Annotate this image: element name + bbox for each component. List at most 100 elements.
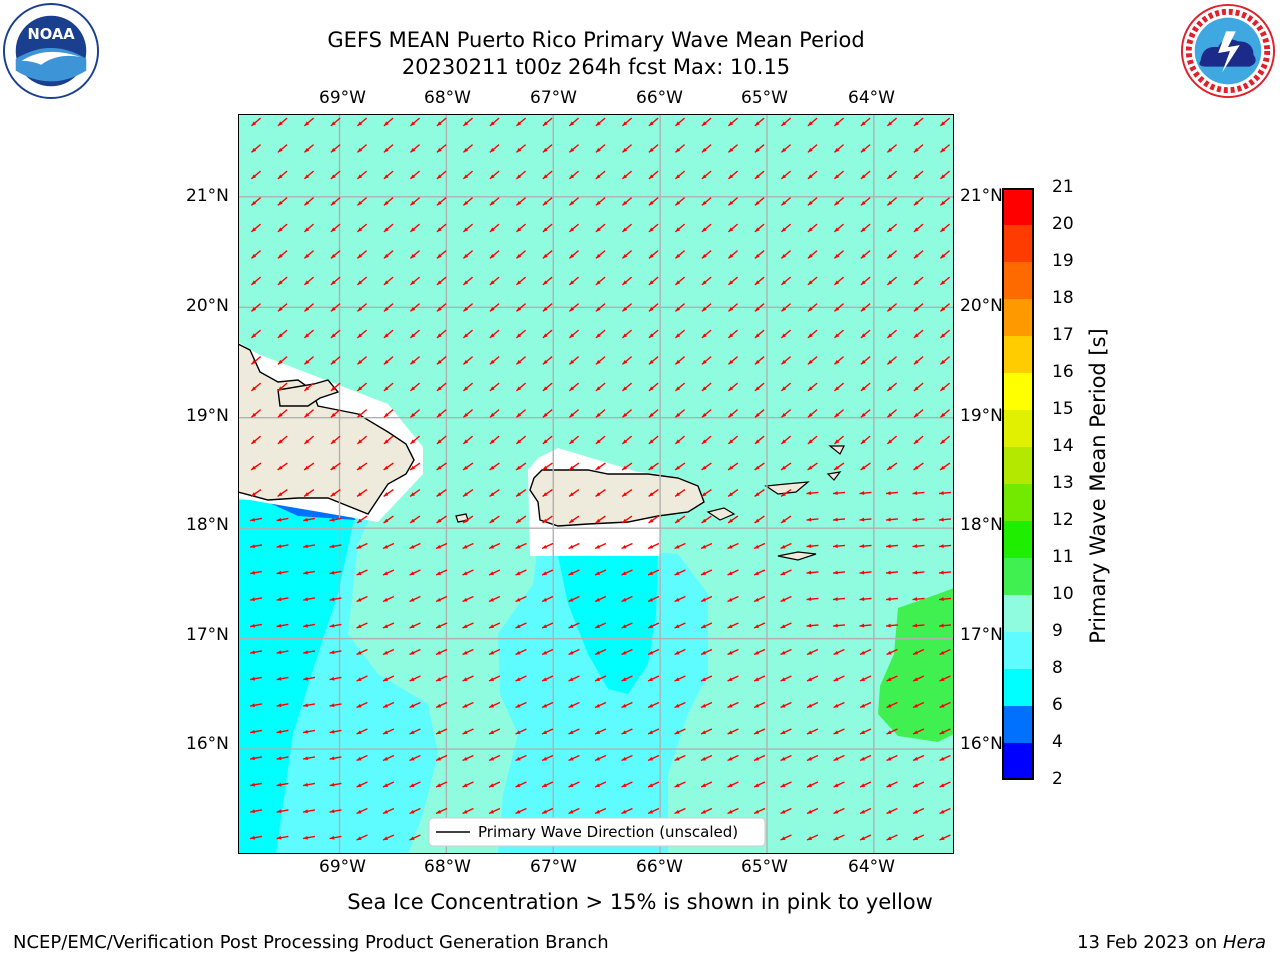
- wave-direction-arrow: [833, 303, 845, 312]
- wave-direction-arrow: [277, 276, 288, 286]
- wave-direction-arrow: [833, 754, 845, 762]
- wave-direction-arrow: [754, 170, 765, 180]
- wave-direction-arrow: [409, 781, 421, 788]
- wave-direction-arrow: [436, 170, 447, 180]
- colorbar-tick-label: 21: [1052, 177, 1074, 197]
- wave-direction-arrow: [780, 197, 792, 206]
- lon-label-bottom: 65°W: [741, 857, 788, 877]
- wave-direction-arrow: [462, 250, 474, 259]
- wave-direction-arrow: [249, 756, 263, 761]
- wave-direction-arrow: [303, 488, 315, 498]
- wave-direction-arrow: [489, 435, 500, 445]
- wave-direction-arrow: [939, 329, 951, 339]
- wave-direction-arrow: [542, 356, 553, 365]
- wave-direction-arrow: [462, 675, 474, 682]
- lon-label-bottom: 69°W: [319, 857, 366, 877]
- wave-direction-arrow: [542, 303, 553, 312]
- wave-direction-arrow: [674, 223, 686, 233]
- wave-direction-arrow: [568, 276, 580, 286]
- wave-direction-arrow: [436, 435, 447, 445]
- wave-direction-arrow: [860, 223, 871, 233]
- wave-direction-arrow: [780, 303, 792, 312]
- wave-direction-arrow: [674, 382, 686, 392]
- wave-direction-arrow: [832, 517, 846, 522]
- wave-direction-arrow: [754, 276, 765, 286]
- wave-direction-arrow: [302, 782, 316, 787]
- wave-direction-arrow: [382, 542, 395, 550]
- wave-direction-arrow: [542, 488, 553, 498]
- wave-direction-arrow: [302, 809, 316, 814]
- wave-direction-arrow: [488, 807, 501, 815]
- wave-direction-arrow: [462, 197, 474, 206]
- wave-direction-arrow: [541, 728, 554, 735]
- wave-direction-arrow: [435, 754, 448, 762]
- wave-direction-arrow: [330, 197, 341, 206]
- wave-direction-arrow: [541, 754, 554, 762]
- wave-direction-arrow: [701, 170, 712, 180]
- wave-direction-arrow: [541, 807, 554, 815]
- wave-direction-arrow: [489, 382, 500, 392]
- wave-direction-arrow: [621, 807, 633, 815]
- lat-label-right: 20°N: [960, 296, 1003, 316]
- wave-direction-arrow: [938, 570, 952, 575]
- wave-direction-arrow: [276, 544, 289, 549]
- wave-direction-arrow: [595, 117, 606, 127]
- wave-direction-arrow: [886, 675, 898, 682]
- wave-direction-arrow: [303, 276, 315, 286]
- wave-direction-arrow: [462, 781, 474, 788]
- wave-direction-arrow: [356, 675, 368, 682]
- wave-direction-arrow: [356, 197, 368, 206]
- wave-direction-arrow: [859, 517, 872, 522]
- wave-direction-arrow: [302, 703, 316, 708]
- wave-direction-arrow: [515, 595, 527, 603]
- wave-direction-arrow: [541, 781, 554, 788]
- wave-direction-arrow: [913, 356, 924, 365]
- wave-direction-arrow: [383, 462, 394, 471]
- wave-direction-arrow: [383, 117, 394, 127]
- colorbar-segment: [1002, 595, 1034, 632]
- wave-direction-arrow: [860, 117, 871, 127]
- wave-direction-arrow: [886, 728, 898, 735]
- wave-direction-arrow: [939, 356, 951, 365]
- wave-direction-arrow: [806, 807, 819, 815]
- wave-direction-arrow: [595, 329, 606, 339]
- wave-direction-arrow: [595, 170, 606, 180]
- wave-direction-arrow: [515, 223, 527, 233]
- wave-direction-arrow: [674, 701, 686, 709]
- wave-direction-arrow: [621, 622, 633, 629]
- wave-direction-arrow: [727, 382, 739, 392]
- wave-direction-arrow: [780, 781, 792, 788]
- wave-direction-arrow: [330, 303, 341, 312]
- wave-direction-arrow: [674, 648, 686, 656]
- wave-direction-arrow: [832, 623, 846, 628]
- wave-direction-arrow: [250, 276, 262, 286]
- wave-direction-arrow: [436, 197, 447, 206]
- wave-direction-arrow: [329, 676, 342, 681]
- wave-direction-arrow: [674, 781, 686, 788]
- wave-direction-arrow: [250, 170, 262, 180]
- wave-direction-arrow: [568, 807, 580, 815]
- wave-direction-arrow: [488, 648, 501, 656]
- wave-direction-arrow: [727, 303, 739, 312]
- wave-direction-arrow: [727, 117, 739, 127]
- wave-direction-arrow: [701, 223, 712, 233]
- wave-direction-arrow: [303, 144, 315, 153]
- wave-direction-arrow: [648, 409, 659, 418]
- wave-direction-arrow: [780, 223, 792, 233]
- wave-direction-arrow: [859, 807, 872, 815]
- wave-direction-arrow: [859, 701, 872, 709]
- wave-direction-arrow: [302, 597, 316, 602]
- wave-direction-arrow: [780, 435, 792, 445]
- wave-direction-arrow: [939, 250, 951, 259]
- wave-direction-arrow: [568, 329, 580, 339]
- wave-direction-arrow: [409, 488, 421, 498]
- colorbar-segment: [1002, 632, 1034, 669]
- wave-direction-arrow: [250, 250, 262, 259]
- wave-direction-arrow: [462, 807, 474, 815]
- colorbar-tick-label: 8: [1052, 658, 1063, 678]
- wave-direction-arrow: [595, 303, 606, 312]
- wave-direction-arrow: [435, 569, 448, 576]
- wave-direction-arrow: [806, 517, 819, 522]
- wave-direction-arrow: [912, 675, 925, 682]
- colorbar-tick-label: 17: [1052, 325, 1074, 345]
